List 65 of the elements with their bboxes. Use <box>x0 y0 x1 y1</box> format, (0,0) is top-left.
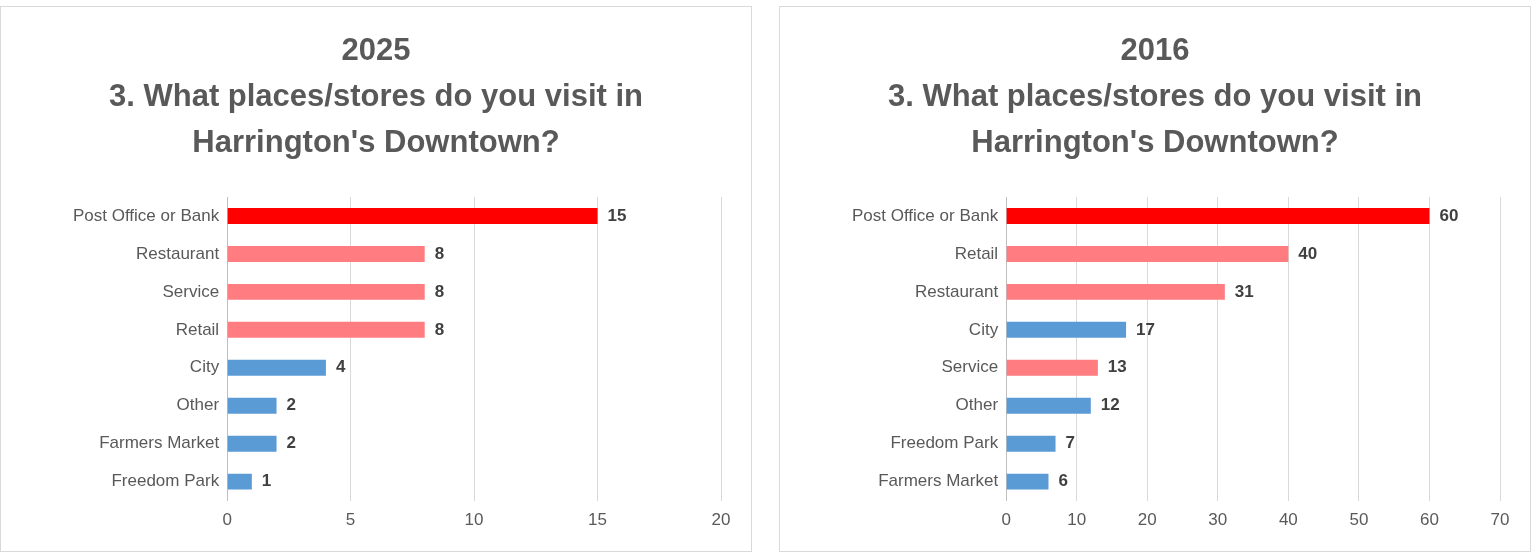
x-tick-label: 20 <box>1137 510 1157 530</box>
y-tick-label: Retail <box>954 243 999 263</box>
bar <box>1006 245 1289 262</box>
bar <box>1006 208 1430 224</box>
y-tick-label: Retail <box>175 319 220 339</box>
y-tick-label: City <box>189 357 220 377</box>
x-tick-label: 15 <box>588 510 607 530</box>
data-label: 6 <box>1058 471 1068 491</box>
data-label: 40 <box>1298 243 1318 263</box>
x-tick-label: 50 <box>1349 510 1369 530</box>
x-tick-label: 5 <box>345 510 356 530</box>
data-label: 17 <box>1136 319 1155 339</box>
x-tick-label: 10 <box>464 510 484 530</box>
x-tick-label: 60 <box>1419 510 1439 530</box>
y-tick-label: Other <box>955 395 999 415</box>
chart-subtitle: 3. What places/stores do you visit in Harrington's Downtown? <box>108 77 644 161</box>
data-label: 7 <box>1065 433 1075 453</box>
bar <box>227 208 598 224</box>
data-label: 8 <box>434 243 445 263</box>
y-tick-label: Restaurant <box>135 243 220 263</box>
y-tick-label: Restaurant <box>914 281 999 301</box>
data-label: 60 <box>1439 205 1459 225</box>
bar <box>227 245 425 262</box>
bar <box>227 397 277 414</box>
y-tick-label: City <box>968 319 999 339</box>
x-tick-label: 20 <box>711 510 731 530</box>
chart-title: 2016 <box>1119 31 1191 69</box>
data-label: 15 <box>607 205 627 225</box>
y-tick-label: Service <box>162 281 220 301</box>
x-tick-label: 30 <box>1208 510 1228 530</box>
y-tick-label: Service <box>941 357 999 377</box>
bar <box>1006 283 1225 300</box>
bar <box>1006 473 1049 490</box>
data-label: 31 <box>1234 281 1254 301</box>
bar <box>227 435 277 452</box>
data-label: 8 <box>434 319 445 339</box>
data-label: 2 <box>286 433 296 453</box>
x-tick-label: 40 <box>1278 510 1298 530</box>
y-tick-label: Freedom Park <box>890 433 999 453</box>
bar <box>227 283 425 300</box>
data-label: 8 <box>434 281 445 301</box>
y-tick-label: Post Office or Bank <box>72 205 220 225</box>
bar <box>1006 435 1056 452</box>
bar <box>1006 359 1098 376</box>
bar <box>227 321 425 338</box>
data-label: 2 <box>286 395 296 415</box>
bar <box>227 473 252 490</box>
x-tick-label: 0 <box>222 510 232 530</box>
chart-title: 2025 <box>340 31 412 69</box>
y-tick-label: Other <box>176 395 220 415</box>
data-label: 4 <box>335 357 346 377</box>
x-tick-label: 0 <box>1001 510 1011 530</box>
y-tick-label: Freedom Park <box>111 471 220 491</box>
y-tick-label: Farmers Market <box>878 471 999 491</box>
x-tick-label: 10 <box>1067 510 1087 530</box>
y-tick-label: Post Office or Bank <box>851 205 999 225</box>
y-tick-label: Farmers Market <box>99 433 220 453</box>
data-label: 12 <box>1100 395 1120 415</box>
bar <box>227 359 326 376</box>
data-label: 13 <box>1107 357 1127 377</box>
data-label: 1 <box>261 471 272 491</box>
bar <box>1006 321 1127 338</box>
bar <box>1006 397 1091 414</box>
x-tick-label: 70 <box>1490 510 1510 530</box>
chart-subtitle: 3. What places/stores do you visit in Harrington's Downtown? <box>887 77 1423 161</box>
